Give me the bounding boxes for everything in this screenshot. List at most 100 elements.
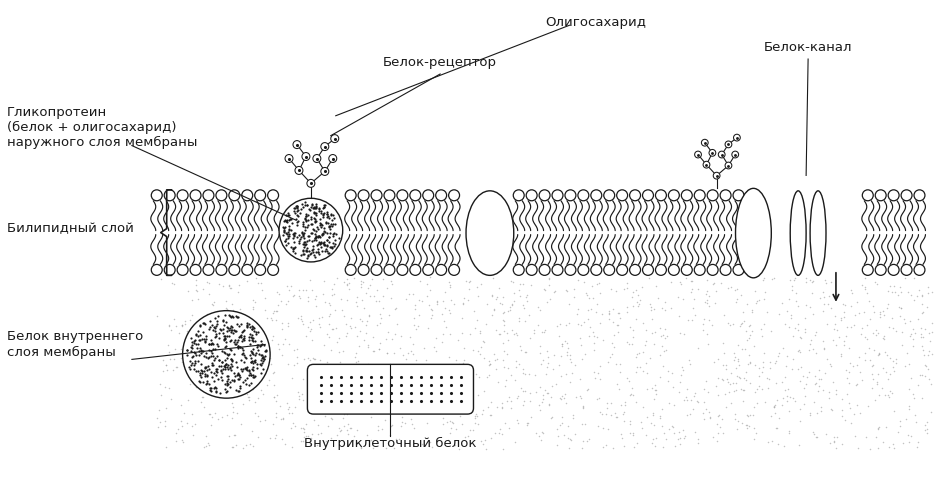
- Circle shape: [552, 190, 563, 201]
- Point: [837, 341, 852, 349]
- Point: [162, 384, 177, 392]
- Point: [455, 299, 470, 307]
- Point: [433, 389, 448, 397]
- Point: [792, 333, 807, 341]
- Point: [228, 312, 243, 320]
- Point: [306, 204, 321, 212]
- Point: [295, 286, 310, 294]
- Point: [220, 380, 235, 388]
- Point: [821, 300, 836, 308]
- Circle shape: [285, 155, 293, 163]
- Point: [304, 434, 319, 442]
- Point: [383, 362, 398, 370]
- Point: [765, 437, 780, 445]
- Point: [616, 410, 631, 418]
- Point: [308, 202, 323, 210]
- Circle shape: [423, 264, 433, 275]
- Point: [915, 371, 930, 379]
- Point: [672, 378, 687, 386]
- Point: [368, 297, 384, 305]
- Point: [306, 227, 321, 235]
- Point: [174, 354, 189, 362]
- Point: [361, 343, 376, 351]
- Point: [419, 356, 434, 364]
- Point: [198, 380, 213, 388]
- Point: [715, 361, 730, 369]
- Point: [690, 285, 705, 293]
- Point: [219, 387, 234, 395]
- Point: [349, 358, 364, 366]
- Point: [444, 296, 459, 304]
- Point: [206, 326, 221, 334]
- Point: [539, 370, 554, 378]
- Point: [286, 231, 301, 239]
- Point: [296, 240, 311, 248]
- Point: [633, 295, 648, 303]
- Point: [635, 319, 650, 327]
- Point: [756, 363, 771, 371]
- Point: [194, 360, 209, 368]
- Point: [302, 236, 317, 244]
- Point: [430, 297, 445, 305]
- Point: [505, 300, 520, 308]
- Point: [648, 442, 663, 450]
- Point: [361, 284, 376, 292]
- Point: [344, 381, 359, 389]
- Point: [664, 304, 679, 312]
- Point: [340, 274, 355, 282]
- Point: [513, 346, 528, 354]
- Point: [321, 249, 337, 256]
- Point: [857, 274, 872, 282]
- Point: [325, 409, 340, 417]
- Point: [278, 237, 293, 245]
- Point: [315, 313, 330, 321]
- Point: [813, 407, 828, 415]
- Point: [448, 369, 463, 377]
- Point: [371, 345, 386, 353]
- Point: [198, 370, 213, 378]
- Point: [245, 345, 260, 353]
- Point: [764, 412, 779, 420]
- Point: [715, 339, 730, 347]
- Point: [908, 411, 923, 419]
- Point: [326, 404, 341, 412]
- Point: [290, 204, 305, 212]
- Point: [424, 314, 439, 322]
- Point: [192, 377, 207, 385]
- Point: [809, 379, 824, 387]
- Circle shape: [397, 190, 408, 201]
- Circle shape: [329, 155, 337, 163]
- Point: [605, 318, 620, 326]
- Point: [212, 389, 227, 397]
- Point: [149, 312, 164, 320]
- Point: [714, 415, 729, 423]
- Point: [296, 218, 311, 226]
- Point: [793, 334, 808, 342]
- Point: [883, 370, 898, 378]
- Point: [301, 293, 316, 301]
- Point: [246, 323, 261, 331]
- Point: [777, 320, 792, 328]
- Circle shape: [746, 264, 757, 275]
- Point: [916, 346, 931, 354]
- Text: Олигосахарид: Олигосахарид: [545, 16, 646, 29]
- Point: [559, 338, 574, 346]
- Point: [200, 377, 215, 385]
- Point: [316, 202, 331, 210]
- Point: [885, 357, 901, 365]
- Point: [866, 346, 881, 354]
- Point: [911, 381, 926, 389]
- Point: [353, 280, 368, 288]
- Point: [221, 374, 236, 382]
- Point: [798, 301, 813, 309]
- Point: [678, 393, 693, 401]
- Point: [232, 332, 247, 340]
- Point: [207, 324, 222, 332]
- Point: [204, 386, 219, 394]
- Point: [318, 389, 333, 397]
- Point: [316, 341, 331, 349]
- Point: [885, 441, 901, 449]
- Point: [482, 360, 497, 368]
- Point: [259, 381, 274, 389]
- Point: [817, 293, 832, 301]
